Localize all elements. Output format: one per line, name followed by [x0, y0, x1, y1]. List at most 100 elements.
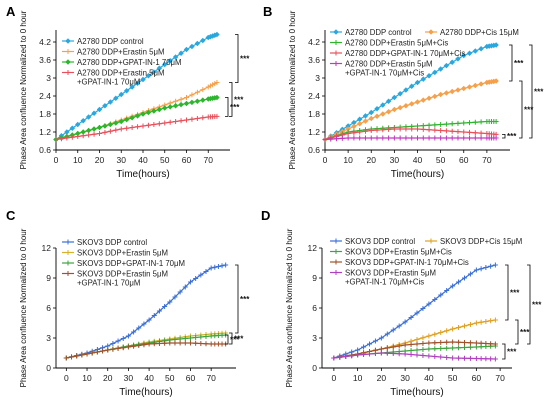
data-point	[432, 297, 438, 302]
x-tick-label: 70	[482, 155, 492, 165]
data-point	[203, 334, 209, 339]
data-point	[493, 119, 499, 124]
bracket-line	[527, 264, 531, 345]
data-point	[467, 344, 473, 350]
data-point	[456, 355, 462, 361]
data-point	[415, 126, 420, 132]
data-point	[384, 331, 390, 337]
data-point	[328, 136, 334, 142]
data-point	[167, 58, 173, 64]
data-point	[478, 266, 484, 272]
data-point	[386, 135, 392, 141]
data-point	[467, 129, 473, 135]
data-point	[69, 125, 76, 131]
data-point	[408, 342, 414, 347]
data-point	[91, 126, 97, 132]
data-point	[184, 95, 189, 100]
y-tick-label: 9	[46, 273, 51, 283]
legend-label: A2780 DDP+GPAT-IN-1 70μM+Cis	[345, 49, 465, 58]
data-point	[156, 65, 163, 71]
data-point	[443, 128, 449, 134]
data-point	[408, 315, 414, 320]
data-point	[75, 134, 81, 139]
data-point	[208, 265, 214, 271]
data-point	[79, 352, 85, 358]
panel-letter: D	[261, 208, 270, 223]
data-point	[113, 120, 119, 126]
data-point	[409, 135, 415, 141]
data-point	[96, 106, 103, 113]
data-point	[492, 262, 498, 268]
data-point	[478, 46, 484, 52]
data-point	[426, 340, 432, 346]
data-point	[162, 340, 168, 346]
x-axis-label: Time(hours)	[119, 387, 173, 398]
data-point	[146, 341, 152, 347]
data-point	[414, 310, 420, 316]
data-point	[134, 113, 141, 119]
data-point	[200, 97, 206, 103]
data-point	[426, 346, 432, 352]
data-point	[172, 294, 178, 300]
significance-label: ***	[240, 295, 250, 304]
data-point	[483, 341, 489, 346]
data-point	[178, 96, 184, 102]
x-tick-label: 40	[413, 155, 423, 165]
legend-label: A2780 DDP control	[77, 37, 144, 46]
data-point	[339, 135, 345, 141]
data-point	[189, 99, 195, 106]
data-point	[205, 84, 211, 90]
data-point	[403, 126, 409, 132]
y-tick-label: 6	[312, 303, 317, 313]
data-point	[444, 345, 450, 351]
significance-bracket: ***	[235, 264, 250, 334]
y-tick-label: 3	[46, 73, 51, 83]
data-point	[145, 73, 152, 79]
y-tick-label: 12	[42, 243, 52, 253]
data-point	[450, 283, 456, 289]
data-point	[125, 333, 131, 339]
data-point	[432, 331, 438, 337]
data-point	[467, 135, 473, 141]
data-point	[426, 301, 432, 307]
data-point	[403, 87, 409, 93]
data-point	[414, 337, 420, 342]
series-4	[53, 113, 220, 142]
data-point	[492, 356, 498, 362]
y-tick-label: 6	[46, 303, 51, 313]
data-point	[151, 108, 157, 114]
series-3	[53, 94, 220, 143]
data-point	[58, 136, 64, 142]
data-point	[355, 352, 361, 358]
bracket-line	[235, 264, 239, 334]
significance-bracket: ***	[225, 97, 240, 117]
x-tick-label: 60	[182, 155, 192, 165]
data-point	[443, 90, 450, 96]
legend-marker	[65, 70, 71, 75]
data-point	[450, 339, 456, 345]
x-tick-label: 10	[353, 373, 363, 383]
data-point	[438, 292, 444, 298]
data-point	[380, 127, 386, 133]
data-point	[414, 99, 421, 105]
data-point	[178, 118, 184, 124]
data-point	[337, 354, 343, 360]
x-tick-label: 10	[73, 155, 83, 165]
x-tick-label: 20	[95, 155, 105, 165]
data-point	[414, 352, 420, 358]
data-point	[173, 98, 179, 104]
y-tick-label: 0	[46, 363, 51, 373]
data-point	[390, 344, 396, 350]
data-point	[361, 352, 367, 357]
data-point	[113, 95, 119, 101]
legend-marker	[65, 59, 71, 65]
data-point	[462, 355, 467, 361]
data-point	[456, 325, 462, 330]
bracket-line	[515, 319, 519, 345]
data-point	[210, 82, 216, 88]
data-point	[493, 78, 499, 84]
data-point	[443, 121, 449, 127]
data-point	[478, 135, 484, 141]
data-point	[75, 121, 81, 128]
